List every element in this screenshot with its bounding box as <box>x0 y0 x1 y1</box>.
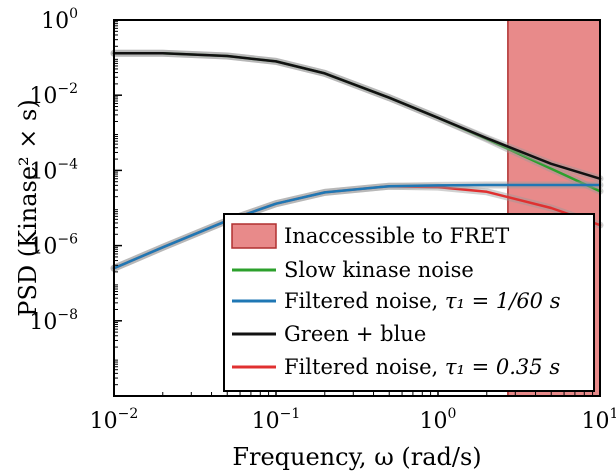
tick-layer: 10−2 10−1 100 101 100 10−2 10−4 10−6 10−8 <box>29 6 616 434</box>
x-tick-label-1: 10−1 <box>252 406 301 434</box>
legend-label-0: Inaccessible to FRET <box>284 224 509 248</box>
plot-frame <box>113 19 601 397</box>
legend-label-4: Filtered noise, τ₁ = 0.35 s <box>284 355 560 379</box>
legend-label-1: Slow kinase noise <box>284 258 474 282</box>
x-tick-label-0: 10−2 <box>90 406 139 434</box>
legend-swatch-0 <box>231 223 277 249</box>
y-tick-label-2: 10−4 <box>29 156 78 184</box>
series-line-2 <box>112 52 602 180</box>
legend: Inaccessible to FRET Slow kinase noise Fil… <box>223 213 595 392</box>
y-tick-label-1: 10−2 <box>29 81 78 109</box>
y-tick-label-4: 10−8 <box>29 307 78 335</box>
legend-label-3: Green + blue <box>284 322 426 346</box>
series-layer <box>110 49 604 272</box>
legend-entries: Inaccessible to FRET Slow kinase noise Fil… <box>231 223 561 379</box>
x-tick-label-3: 101 <box>582 406 616 434</box>
y-tick-label-0: 100 <box>41 6 78 34</box>
x-tick-label-2: 100 <box>420 406 457 434</box>
y-tick-label-3: 10−6 <box>29 232 78 260</box>
legend-label-2: Filtered noise, τ₁ = 1/60 s <box>284 289 561 313</box>
legend-box <box>223 213 595 392</box>
x-axis-label: Frequency, ω (rad/s) <box>232 443 481 471</box>
y-axis-label: PSD (Kinase² × s) <box>14 99 42 316</box>
series-line-1 <box>112 183 602 270</box>
